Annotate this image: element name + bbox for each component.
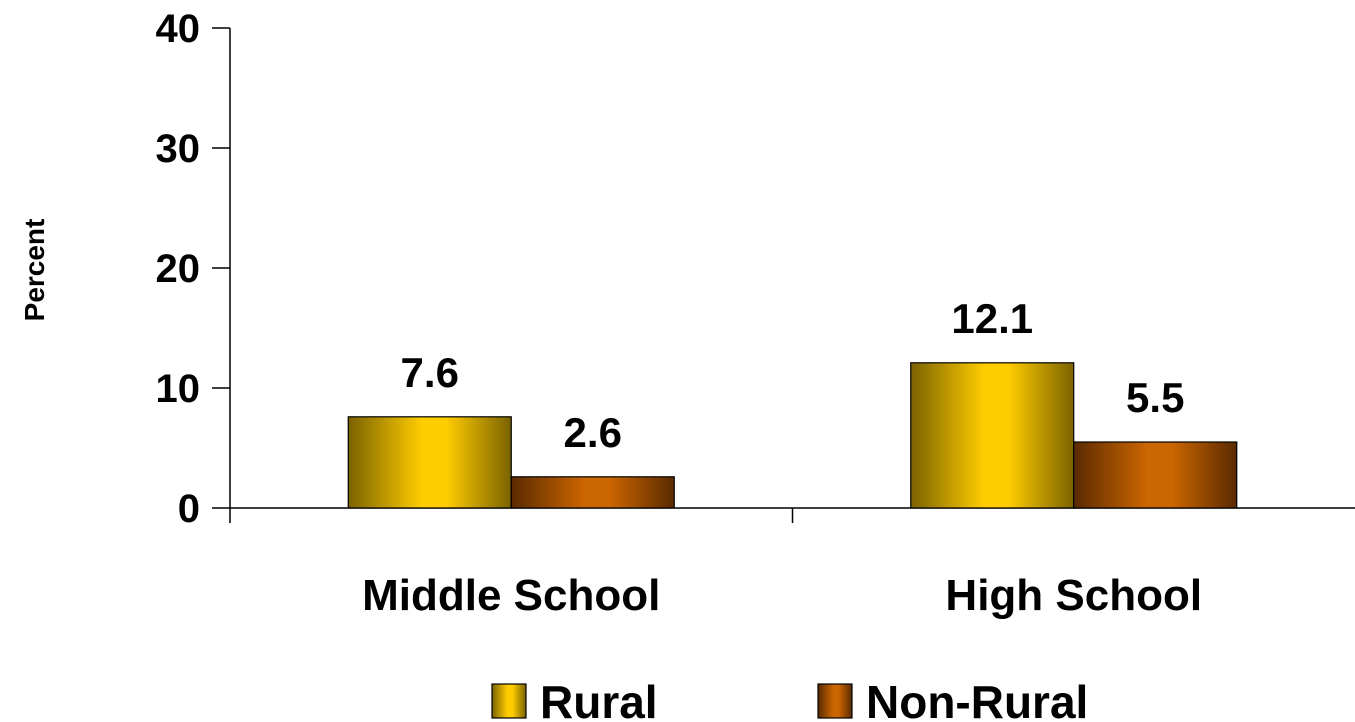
y-tick-label: 10 [156,367,201,411]
y-tick-label: 20 [156,247,201,291]
bar-non-rural-0 [510,476,675,509]
legend-label: Non-Rural [866,676,1088,722]
y-tick-label: 0 [178,487,200,531]
bar-non-rural-1 [1073,441,1238,509]
bar-rural-0 [347,416,512,509]
legend: Rural Non-Rural [491,676,1088,722]
x-category-label: Middle School [362,571,660,620]
plot-area: 0 10 20 30 40 7.6 2.6 Middle School 12.1 5.5 High … [156,7,1355,620]
y-tick-label: 30 [156,127,201,171]
y-tick-label: 40 [156,7,201,51]
legend-swatch [817,683,853,719]
x-category-label: High School [945,571,1202,620]
legend-label: Rural [540,676,658,722]
data-label: 2.6 [564,409,622,456]
bar-rural-1 [910,362,1075,509]
data-label: 5.5 [1126,374,1184,421]
data-label: 12.1 [951,295,1033,342]
legend-swatch [491,683,527,719]
data-label: 7.6 [401,349,459,396]
y-axis-title: Percent [19,219,50,322]
